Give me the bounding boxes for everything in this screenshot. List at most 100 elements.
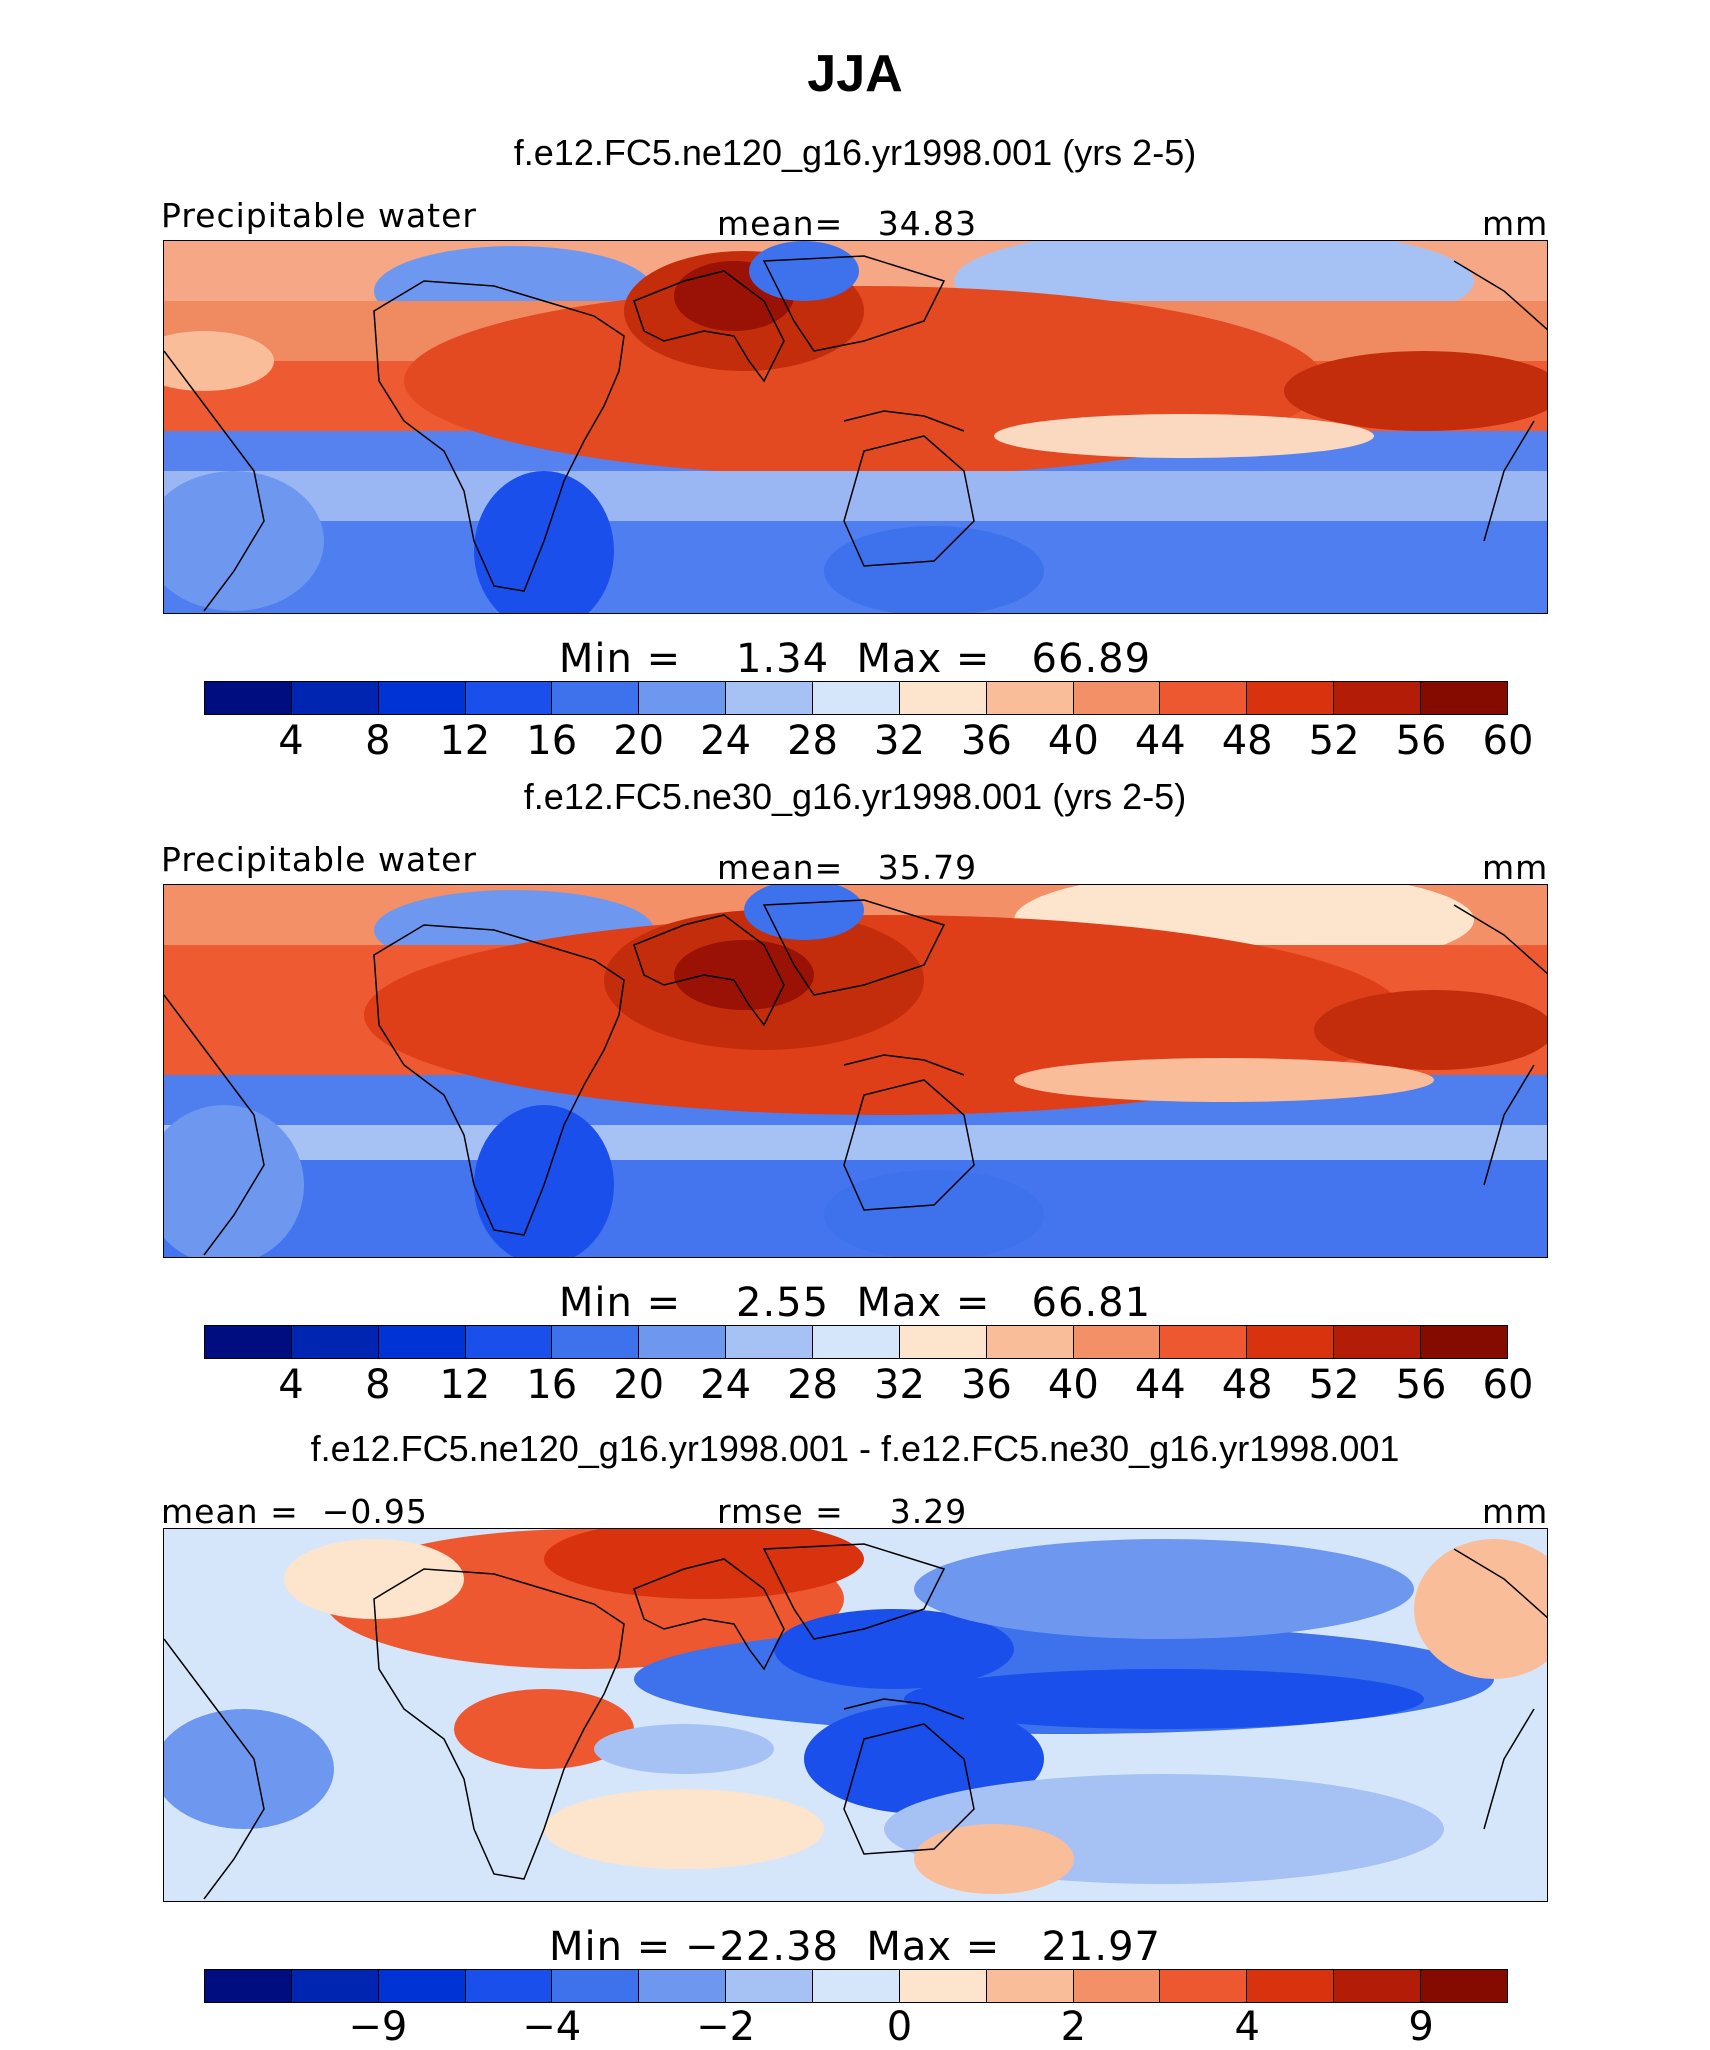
panel2-colorbar-tick-label: 56 bbox=[1395, 1362, 1447, 1408]
panel3-colorbar-swatch bbox=[1160, 1970, 1248, 2002]
panel2-field bbox=[164, 885, 1547, 1257]
panel3-field bbox=[164, 1529, 1547, 1901]
panel3-minmax: Min = −22.38 Max = 21.97 bbox=[549, 1924, 1161, 1970]
panel1-field bbox=[164, 241, 1547, 613]
panel3-colorbar-swatch bbox=[1421, 1970, 1507, 2002]
panel1-colorbar-tick-label: 28 bbox=[787, 718, 838, 764]
panel1-colorbar-tick-label: 60 bbox=[1482, 718, 1534, 764]
panel2-colorbar-swatch bbox=[813, 1326, 900, 1358]
panel1-colorbar-tick-label: 8 bbox=[365, 718, 391, 764]
panel3-colorbar-tick-label: 9 bbox=[1408, 2004, 1434, 2050]
panel2-colorbar-swatch bbox=[899, 1326, 987, 1358]
panel3-colorbar-swatch bbox=[813, 1970, 900, 2002]
panel1-colorbar-swatch bbox=[899, 682, 987, 714]
panel1-colorbar-tick-label: 16 bbox=[526, 718, 578, 764]
panel1-colorbar-swatch bbox=[378, 682, 466, 714]
panel1-colorbar-swatch bbox=[205, 682, 292, 714]
panel1-colorbar-tick-label: 40 bbox=[1047, 718, 1099, 764]
figure-title: JJA bbox=[807, 45, 903, 103]
panel1-colorbar-tick-label: 56 bbox=[1395, 718, 1447, 764]
panel1-colorbar-tick-label: 32 bbox=[874, 718, 925, 764]
panel1-colorbar-tick-label: 44 bbox=[1134, 718, 1186, 764]
panel3-coastlines bbox=[164, 1543, 1547, 1900]
panel1-colorbar-swatch bbox=[465, 682, 553, 714]
panel1-colorbar-swatch bbox=[1160, 682, 1248, 714]
panel2-colorbar bbox=[204, 1325, 1508, 1359]
panel2-colorbar-swatch bbox=[1334, 1326, 1422, 1358]
panel2-colorbar-swatch bbox=[639, 1326, 727, 1358]
panel2-variable-label: Precipitable water bbox=[161, 840, 477, 879]
panel2-colorbar-tick-label: 20 bbox=[613, 1362, 665, 1408]
panel1-colorbar-ticks: 4 8 12 16 20 24 28 32 36 40 44 48 52 56 60 bbox=[0, 718, 1710, 768]
panel3-colorbar-ticks: −9 −4 −2 0 2 4 9 bbox=[0, 2004, 1710, 2050]
panel3-colorbar-swatch bbox=[986, 1970, 1074, 2002]
panel1-mean-label: mean= 34.83 bbox=[717, 204, 978, 243]
panel2-colorbar-swatch bbox=[552, 1326, 640, 1358]
panel3-colorbar-tick-label: −9 bbox=[348, 2004, 408, 2050]
panel3-case-title: f.e12.FC5.ne120_g16.yr1998.001 - f.e12.F… bbox=[310, 1428, 1400, 1469]
panel3-colorbar-tick-label: 4 bbox=[1234, 2004, 1260, 2050]
panel2-map bbox=[163, 884, 1548, 1258]
panel2-colorbar-swatch bbox=[1160, 1326, 1248, 1358]
panel1-colorbar bbox=[204, 681, 1508, 715]
panel3-colorbar-swatch bbox=[639, 1970, 727, 2002]
panel2-colorbar-swatch bbox=[1073, 1326, 1161, 1358]
panel1-variable-label: Precipitable water bbox=[161, 196, 477, 235]
panel2-colorbar-tick-label: 60 bbox=[1482, 1362, 1534, 1408]
panel2-minmax: Min = 2.55 Max = 66.81 bbox=[558, 1280, 1152, 1326]
panel2-colorbar-swatch bbox=[1421, 1326, 1507, 1358]
panel2-mean-label: mean= 35.79 bbox=[717, 848, 978, 887]
panel3-rmse-label: rmse = 3.29 bbox=[717, 1492, 968, 1531]
panel1-colorbar-swatch bbox=[1073, 682, 1161, 714]
panel1-colorbar-tick-label: 36 bbox=[960, 718, 1012, 764]
panel2-colorbar-swatch bbox=[378, 1326, 466, 1358]
panel2-colorbar-swatch bbox=[465, 1326, 553, 1358]
panel2-colorbar-tick-label: 4 bbox=[278, 1362, 304, 1408]
panel2-case-title: f.e12.FC5.ne30_g16.yr1998.001 (yrs 2-5) bbox=[523, 776, 1187, 817]
panel2-colorbar-tick-label: 16 bbox=[526, 1362, 578, 1408]
panel1-colorbar-swatch bbox=[813, 682, 900, 714]
panel2-colorbar-tick-label: 28 bbox=[787, 1362, 838, 1408]
panel2-colorbar-swatch bbox=[205, 1326, 292, 1358]
panel2-colorbar-tick-label: 8 bbox=[365, 1362, 391, 1408]
panel1-colorbar-tick-label: 20 bbox=[613, 718, 665, 764]
panel1-colorbar-swatch bbox=[726, 682, 814, 714]
panel1-colorbar-swatch bbox=[291, 682, 379, 714]
panel3-colorbar-swatch bbox=[205, 1970, 292, 2002]
panel2-colorbar-tick-label: 44 bbox=[1134, 1362, 1186, 1408]
panel3-colorbar-tick-label: −4 bbox=[522, 2004, 582, 2050]
panel3-map bbox=[163, 1528, 1548, 1902]
panel3-colorbar-tick-label: 2 bbox=[1060, 2004, 1087, 2050]
panel1-colorbar-swatch bbox=[1247, 682, 1335, 714]
panel2-colorbar-tick-label: 12 bbox=[439, 1362, 491, 1408]
panel2-units-label: mm bbox=[1482, 848, 1549, 887]
panel2-colorbar-tick-label: 40 bbox=[1047, 1362, 1099, 1408]
panel1-colorbar-swatch bbox=[552, 682, 640, 714]
panel2-colorbar-tick-label: 32 bbox=[874, 1362, 925, 1408]
panel1-colorbar-tick-label: 24 bbox=[700, 718, 752, 764]
panel3-colorbar-tick-label: 0 bbox=[886, 2004, 913, 2050]
panel1-case-title: f.e12.FC5.ne120_g16.yr1998.001 (yrs 2-5) bbox=[513, 132, 1197, 173]
panel1-colorbar-tick-label: 12 bbox=[439, 718, 491, 764]
panel1-map bbox=[163, 240, 1548, 614]
panel2-colorbar-swatch bbox=[986, 1326, 1074, 1358]
panel3-colorbar-swatch bbox=[291, 1970, 379, 2002]
panel3-colorbar-swatch bbox=[552, 1970, 640, 2002]
panel1-coastlines bbox=[164, 255, 1547, 612]
panel2-colorbar-tick-label: 36 bbox=[960, 1362, 1012, 1408]
panel3-colorbar-tick-label: −2 bbox=[696, 2004, 756, 2050]
panel2-colorbar-tick-label: 24 bbox=[700, 1362, 752, 1408]
panel3-colorbar-swatch bbox=[1247, 1970, 1335, 2002]
panel1-colorbar-swatch bbox=[639, 682, 727, 714]
panel2-colorbar-swatch bbox=[1247, 1326, 1335, 1358]
panel2-colorbar-swatch bbox=[726, 1326, 814, 1358]
panel1-colorbar-tick-label: 48 bbox=[1221, 718, 1273, 764]
panel2-colorbar-swatch bbox=[291, 1326, 379, 1358]
panel3-colorbar-swatch bbox=[465, 1970, 553, 2002]
panel3-units-label: mm bbox=[1482, 1492, 1549, 1531]
panel2-colorbar-ticks: 4 8 12 16 20 24 28 32 36 40 44 48 52 56 60 bbox=[0, 1362, 1710, 1412]
panel1-colorbar-swatch bbox=[1421, 682, 1507, 714]
panel3-colorbar bbox=[204, 1969, 1508, 2003]
panel1-units-label: mm bbox=[1482, 204, 1549, 243]
panel3-colorbar-swatch bbox=[1334, 1970, 1422, 2002]
